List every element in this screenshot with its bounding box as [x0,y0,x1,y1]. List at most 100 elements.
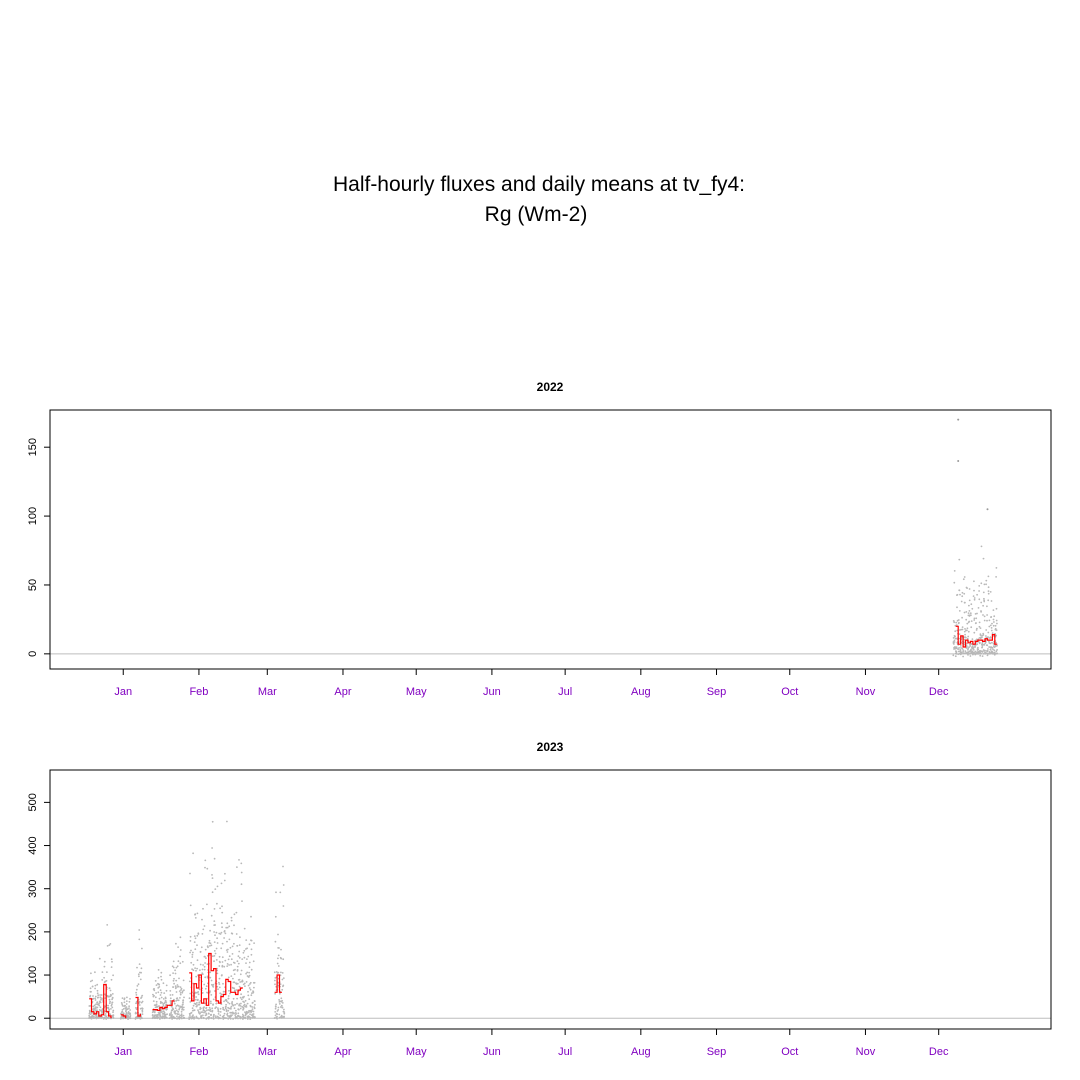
data-point [160,996,163,999]
data-point [176,1015,178,1018]
data-point [279,891,282,894]
data-point [973,580,975,583]
y-tick-label: 150 [27,438,39,456]
data-point [210,1017,213,1020]
data-point [195,998,197,1001]
data-point [103,965,106,968]
data-point [181,991,184,994]
data-point [226,820,228,823]
data-point [215,1016,217,1019]
data-point [158,983,161,986]
data-point [216,942,219,944]
data-point [198,1017,200,1020]
data-point [204,948,207,951]
data-point [89,994,92,997]
data-point [242,951,245,954]
data-point [155,992,158,994]
data-point [183,996,185,999]
x-tick-label: Aug [631,1046,651,1058]
data-point [128,1000,131,1003]
data-point [194,937,197,940]
data-point [274,1014,277,1017]
data-point [274,983,276,986]
data-point [983,597,985,600]
data-point [246,971,249,974]
data-point [106,924,109,926]
data-point [277,1009,280,1011]
data-point [189,935,192,938]
data-point [193,1009,196,1012]
data-point [969,655,972,657]
data-point [240,1002,242,1005]
data-point [974,644,976,647]
data-point [249,1013,252,1016]
data-point [238,985,241,988]
x-tick-label: Feb [189,686,208,698]
data-point [120,1002,123,1004]
data-point [182,1003,184,1006]
data-point [236,965,239,968]
data-point [244,999,247,1002]
data-point [153,1011,156,1014]
data-point [981,636,983,639]
data-point [228,1002,231,1005]
data-point [203,968,206,971]
y-tick-label: 0 [27,1015,39,1021]
data-point [92,997,95,1000]
data-point [958,647,960,649]
data-point [227,958,230,961]
data-point [971,638,974,640]
data-point [221,974,223,976]
data-point [966,637,969,640]
half-hourly-points [952,418,999,658]
data-point [995,576,997,578]
data-point [968,599,971,602]
data-point [996,649,998,651]
data-point [281,999,283,1002]
data-point [195,1005,198,1008]
data-point [112,1014,115,1017]
y-tick-label: 300 [27,880,39,898]
data-point [249,988,252,991]
data-point [190,949,192,952]
y-tick-label: 50 [27,579,39,591]
data-point [96,992,99,995]
data-point [962,650,965,653]
data-point [985,635,987,637]
data-point [177,1005,180,1007]
data-point [177,1010,180,1013]
x-tick-label: Dec [929,686,949,698]
data-point [94,999,97,1001]
data-point [129,1009,132,1011]
daily-mean-line [89,983,112,1019]
x-tick-label: Nov [856,1046,876,1058]
data-point [224,932,227,935]
data-point-outlier [957,460,960,462]
data-point [189,940,192,942]
data-point [219,961,221,964]
data-point [138,929,141,931]
data-point [164,999,167,1002]
data-point [100,994,103,996]
data-point [173,977,175,980]
data-point [979,652,981,655]
data-point [218,977,221,980]
data-point [964,628,966,630]
data-point [276,1013,279,1016]
data-point [994,627,997,630]
data-point [176,965,179,968]
data-point [230,963,233,966]
data-point [235,989,238,991]
y-tick-label: 100 [27,966,39,984]
data-point [979,634,982,636]
data-point [178,1008,181,1011]
data-point [123,997,126,1000]
plot-area-2023: 0 100 200 300 400 500 Jan Feb Mar Apr May Jun Jul Aug… [27,769,1052,1058]
data-point [274,992,276,995]
data-point [104,993,106,996]
data-point [93,1015,95,1018]
data-point [180,1013,183,1016]
data-point [190,1011,193,1014]
data-point [164,997,167,1000]
data-point [991,632,994,634]
